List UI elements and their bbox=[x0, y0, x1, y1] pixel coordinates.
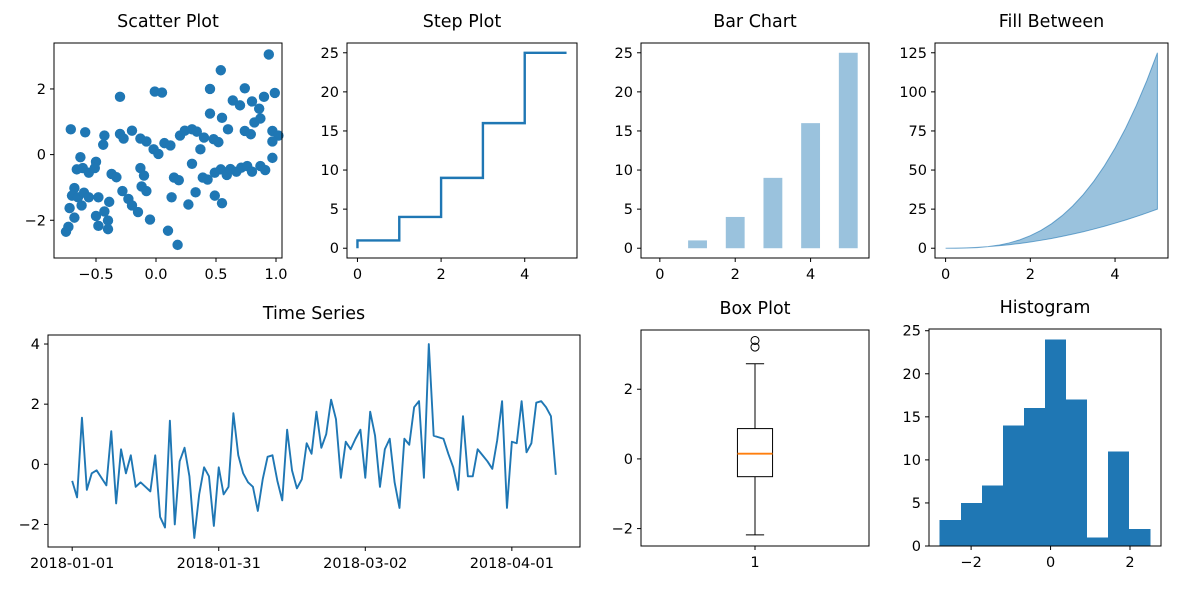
svg-text:4: 4 bbox=[520, 267, 529, 283]
svg-text:20: 20 bbox=[321, 85, 339, 101]
svg-text:2: 2 bbox=[1026, 267, 1035, 283]
svg-text:15: 15 bbox=[615, 124, 633, 140]
svg-text:2018-01-31: 2018-01-31 bbox=[177, 556, 261, 572]
svg-text:1: 1 bbox=[750, 555, 759, 571]
svg-text:−2: −2 bbox=[960, 555, 981, 571]
svg-text:4: 4 bbox=[806, 267, 815, 283]
chart-title-time-series: Time Series bbox=[262, 304, 366, 324]
svg-text:5: 5 bbox=[912, 496, 921, 512]
svg-text:0: 0 bbox=[912, 539, 921, 555]
svg-text:−0.5: −0.5 bbox=[78, 267, 113, 283]
svg-text:−2: −2 bbox=[612, 522, 633, 538]
svg-text:125: 125 bbox=[899, 46, 927, 62]
svg-text:0: 0 bbox=[655, 267, 664, 283]
svg-text:0: 0 bbox=[918, 241, 927, 257]
svg-text:10: 10 bbox=[321, 163, 339, 179]
svg-text:2: 2 bbox=[31, 397, 40, 413]
svg-text:25: 25 bbox=[615, 46, 633, 62]
svg-text:50: 50 bbox=[909, 163, 927, 179]
subplot-scatter: Scatter Plot −0.5 0.0 0.5 1.0 −2 0 2 bbox=[0, 0, 296, 296]
chart-title-fill-between: Fill Between bbox=[998, 12, 1105, 32]
subplot-bar: Bar Chart 0 2 4 0 5 10 15 20 25 bbox=[592, 0, 888, 296]
svg-text:1.0: 1.0 bbox=[264, 267, 287, 283]
time-series-canvas: 2018-01-01 2018-01-31 2018-03-02 2018-04-01… bbox=[19, 334, 581, 572]
svg-text:0: 0 bbox=[330, 241, 339, 257]
svg-text:20: 20 bbox=[615, 85, 633, 101]
svg-text:0: 0 bbox=[353, 267, 362, 283]
chart-title-histogram: Histogram bbox=[999, 298, 1091, 318]
svg-text:75: 75 bbox=[909, 124, 927, 140]
subplot-fill-between: Fill Between 0 2 4 0 25 50 75 100 125 bbox=[888, 0, 1184, 296]
fill-between-canvas: 0 2 4 0 25 50 75 100 125 bbox=[899, 42, 1169, 283]
svg-text:4: 4 bbox=[1110, 267, 1119, 283]
svg-text:15: 15 bbox=[903, 410, 921, 426]
chart-title-box: Box Plot bbox=[719, 299, 791, 319]
subplot-step: Step Plot 0 2 4 0 5 10 15 20 25 bbox=[296, 0, 592, 296]
svg-text:2: 2 bbox=[731, 267, 740, 283]
svg-text:2: 2 bbox=[624, 382, 633, 398]
svg-text:25: 25 bbox=[903, 324, 921, 340]
subplot-time-series: Time Series 2018-01-01 2018-01-31 2018-03-… bbox=[0, 296, 592, 592]
svg-text:20: 20 bbox=[903, 367, 921, 383]
bar-chart-canvas: 0 2 4 0 5 10 15 20 25 bbox=[615, 42, 870, 283]
svg-text:100: 100 bbox=[899, 85, 927, 101]
subplot-histogram: Histogram −2 0 2 0 5 10 15 20 25 bbox=[888, 296, 1184, 592]
svg-text:5: 5 bbox=[624, 202, 633, 218]
svg-text:25: 25 bbox=[909, 202, 927, 218]
svg-text:−2: −2 bbox=[25, 213, 46, 229]
chart-title-scatter: Scatter Plot bbox=[117, 12, 219, 32]
svg-text:0.0: 0.0 bbox=[144, 267, 167, 283]
box-plot-canvas: 1 −2 0 2 bbox=[612, 329, 870, 571]
svg-text:0: 0 bbox=[1046, 555, 1055, 571]
svg-text:15: 15 bbox=[321, 124, 339, 140]
svg-text:5: 5 bbox=[330, 202, 339, 218]
svg-text:0: 0 bbox=[624, 452, 633, 468]
svg-text:0: 0 bbox=[941, 267, 950, 283]
svg-text:2018-01-01: 2018-01-01 bbox=[30, 556, 114, 572]
svg-text:25: 25 bbox=[321, 46, 339, 62]
svg-text:4: 4 bbox=[31, 337, 40, 353]
subplot-box: Box Plot 1 −2 0 2 bbox=[592, 296, 888, 592]
svg-text:2: 2 bbox=[1125, 555, 1134, 571]
step-plot-canvas: 0 2 4 0 5 10 15 20 25 bbox=[321, 42, 578, 283]
svg-text:0: 0 bbox=[31, 457, 40, 473]
svg-text:−2: −2 bbox=[19, 517, 40, 533]
chart-title-bar: Bar Chart bbox=[713, 12, 797, 32]
svg-text:10: 10 bbox=[615, 163, 633, 179]
svg-text:2018-03-02: 2018-03-02 bbox=[323, 556, 407, 572]
scatter-plot-canvas: −0.5 0.0 0.5 1.0 −2 0 2 bbox=[25, 42, 288, 283]
chart-title-step: Step Plot bbox=[422, 12, 502, 32]
svg-text:2: 2 bbox=[436, 267, 445, 283]
svg-text:2018-04-01: 2018-04-01 bbox=[470, 556, 554, 572]
svg-text:0: 0 bbox=[624, 241, 633, 257]
svg-text:0: 0 bbox=[37, 148, 46, 164]
svg-text:2: 2 bbox=[37, 82, 46, 98]
svg-text:0.5: 0.5 bbox=[204, 267, 227, 283]
svg-text:10: 10 bbox=[903, 453, 921, 469]
